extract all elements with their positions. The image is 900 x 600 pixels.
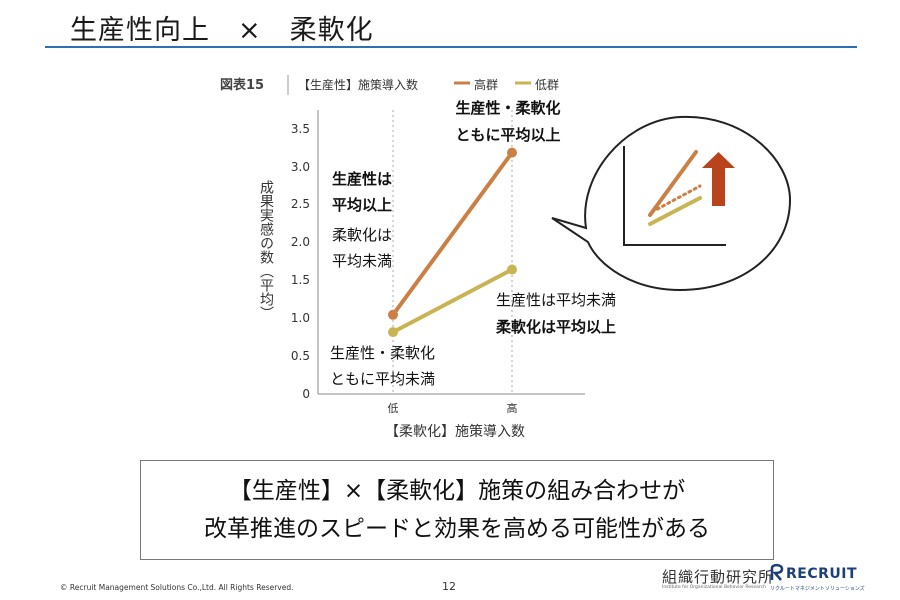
page-number: 12	[442, 580, 456, 593]
annotation-low-low: ともに平均未満	[330, 370, 435, 388]
up-arrow-icon	[702, 152, 735, 206]
annotation-high-high: ともに平均以上	[455, 126, 560, 144]
y-tick: 0.5	[291, 349, 310, 363]
bubble-axes-icon	[623, 146, 726, 246]
slide-title: 生産性向上 × 柔軟化	[70, 15, 374, 46]
bubble-low-line-icon	[648, 196, 702, 226]
y-tick: 2.0	[291, 235, 310, 249]
bubble-high-line-icon	[648, 150, 698, 217]
annotation-high-low: 平均未満	[332, 252, 392, 270]
speech-bubble	[551, 115, 792, 292]
annotation-high-low: 生産性は	[332, 170, 392, 188]
recruit-mark-icon	[770, 563, 784, 581]
key-message-box: 【生産性】×【柔軟化】施策の組み合わせが 改革推進のスピードと効果を高める可能性…	[140, 460, 774, 560]
legend-label-high: 高群	[474, 77, 498, 92]
y-tick: 3.0	[291, 160, 310, 174]
key-message-line-1: 【生産性】×【柔軟化】施策の組み合わせが	[228, 478, 686, 504]
figure-label: 図表15	[220, 77, 264, 93]
y-tick: 3.5	[291, 122, 310, 136]
y-tick: 2.5	[291, 197, 310, 211]
annotation-high-low: 平均以上	[332, 196, 392, 214]
data-point-high-high	[507, 147, 517, 158]
series-high-line	[391, 150, 514, 317]
series-low-line	[391, 267, 514, 335]
recruit-logo: RECRUIT	[786, 566, 858, 582]
data-point-low-high	[507, 264, 517, 275]
chart: 図表15 【生産性】施策導入数 高群 低群 0 0.5 1.0 1.5 2.0 …	[220, 75, 792, 440]
annotation-low-low: 生産性・柔軟化	[330, 344, 435, 362]
data-point-high-low	[388, 309, 398, 320]
x-tick-high: 高	[507, 401, 518, 415]
chart-title: 【生産性】施策導入数	[298, 77, 418, 92]
x-axis-label: 【柔軟化】施策導入数	[385, 423, 525, 440]
annotation-high-low: 柔軟化は	[332, 226, 392, 244]
annotation-low-high: 柔軟化は平均以上	[496, 318, 616, 336]
institute-logo-subtitle: Institute for Organizational Behavior Re…	[662, 585, 766, 590]
recruit-logo-subtitle: リクルートマネジメントソリューションズ	[770, 586, 865, 592]
key-message-line-2: 改革推進のスピードと効果を高める可能性がある	[204, 516, 710, 542]
legend-label-low: 低群	[535, 78, 559, 92]
y-tick: 1.5	[291, 273, 310, 287]
annotation-low-high: 生産性は平均未満	[496, 291, 616, 309]
bubble-dotted-line-icon	[650, 184, 702, 214]
y-tick: 1.0	[291, 311, 310, 325]
annotation-high-high: 生産性・柔軟化	[455, 99, 560, 117]
x-tick-low: 低	[388, 402, 399, 415]
copyright: © Recruit Management Solutions Co.,Ltd. …	[60, 583, 294, 592]
institute-logo: 組織行動研究所	[662, 568, 775, 586]
y-tick: 0	[302, 387, 310, 401]
data-point-low-low	[388, 327, 398, 338]
title-divider	[45, 46, 857, 48]
y-axis-label: 成果実感の数（平均）	[258, 180, 274, 320]
